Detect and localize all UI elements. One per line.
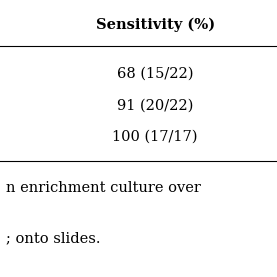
Text: 100 (17/17): 100 (17/17) [112, 130, 198, 144]
Text: ; onto slides.: ; onto slides. [6, 231, 100, 245]
Text: 91 (20/22): 91 (20/22) [117, 98, 193, 112]
Text: n enrichment culture over: n enrichment culture over [6, 181, 201, 195]
Text: 68 (15/22): 68 (15/22) [117, 66, 193, 80]
Text: Sensitivity (%): Sensitivity (%) [96, 18, 215, 32]
